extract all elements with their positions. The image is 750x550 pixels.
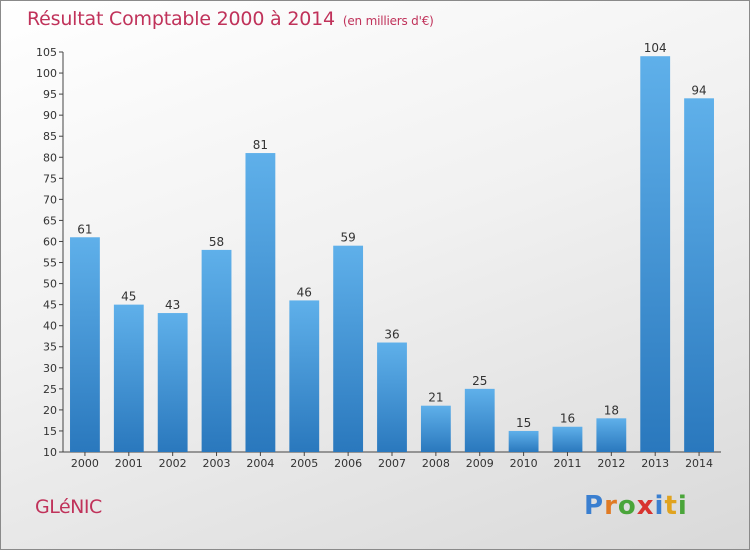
- bar: [552, 426, 583, 452]
- x-tick-label: 2002: [159, 457, 187, 470]
- x-tick-label: 2009: [466, 457, 494, 470]
- y-tick-label: 85: [43, 130, 57, 143]
- bar: [245, 153, 276, 453]
- chart-title-text: Résultat Comptable 2000 à 2014: [27, 8, 335, 30]
- bar-value-label: 18: [604, 403, 619, 417]
- logo-letter: t: [664, 491, 678, 521]
- y-tick-label: 50: [43, 278, 57, 291]
- y-tick-label: 25: [43, 383, 57, 396]
- x-tick-label: 2010: [510, 457, 538, 470]
- logo-letter: P: [584, 491, 605, 521]
- y-tick-label: 30: [43, 362, 57, 375]
- bar: [508, 430, 539, 452]
- x-tick-label: 2008: [422, 457, 450, 470]
- bar: [464, 388, 495, 452]
- bar: [157, 313, 188, 452]
- y-tick-label: 100: [36, 67, 57, 80]
- bar-value-label: 25: [472, 374, 487, 388]
- y-tick-label: 55: [43, 257, 57, 270]
- y-tick-label: 90: [43, 109, 57, 122]
- logo-letter: o: [617, 491, 637, 521]
- bar: [640, 56, 671, 453]
- y-tick-label: 95: [43, 88, 57, 101]
- chart-title: Résultat Comptable 2000 à 2014 (en millie…: [27, 8, 434, 30]
- logo-letter: i: [654, 491, 665, 521]
- place-name: GLéNIC: [35, 496, 102, 518]
- x-tick-label: 2011: [553, 457, 581, 470]
- bar: [113, 304, 144, 452]
- bar-value-label: 15: [516, 416, 531, 430]
- x-tick-label: 2003: [203, 457, 231, 470]
- bar-value-label: 104: [644, 41, 667, 55]
- bar-value-label: 16: [560, 412, 575, 426]
- y-tick-label: 40: [43, 320, 57, 333]
- bar-value-label: 46: [297, 285, 312, 299]
- bar: [289, 300, 320, 452]
- x-tick-label: 2014: [685, 457, 713, 470]
- y-tick-label: 10: [43, 446, 57, 459]
- bar: [684, 98, 714, 452]
- bar: [333, 245, 364, 452]
- y-tick-label: 35: [43, 341, 57, 354]
- bar-value-label: 59: [340, 231, 355, 245]
- y-tick-label: 45: [43, 299, 57, 312]
- x-tick-label: 2006: [334, 457, 362, 470]
- y-tick-label: 75: [43, 172, 57, 185]
- y-tick-label: 20: [43, 404, 57, 417]
- x-tick-label: 2000: [71, 457, 99, 470]
- x-tick-label: 2001: [115, 457, 143, 470]
- bar-value-label: 58: [209, 235, 224, 249]
- proxiti-logo[interactable]: Proxiti: [584, 491, 688, 521]
- bar-value-label: 81: [253, 138, 268, 152]
- bar: [70, 237, 100, 452]
- bar: [420, 405, 451, 452]
- x-tick-label: 2005: [290, 457, 318, 470]
- bar-value-label: 43: [165, 298, 180, 312]
- logo-letter: r: [604, 491, 618, 521]
- bar-value-label: 45: [121, 290, 136, 304]
- logo-letter: i: [677, 491, 688, 521]
- chart-subtitle: (en milliers d'€): [342, 14, 434, 28]
- y-tick-label: 70: [43, 193, 57, 206]
- bar: [377, 342, 407, 452]
- y-tick-label: 15: [43, 425, 57, 438]
- bar-value-label: 61: [77, 222, 92, 236]
- bar: [596, 418, 627, 452]
- bar: [201, 249, 232, 452]
- bar-value-label: 94: [691, 83, 706, 97]
- y-tick-label: 65: [43, 214, 57, 227]
- x-tick-label: 2012: [597, 457, 625, 470]
- x-tick-label: 2007: [378, 457, 406, 470]
- logo-letter: x: [636, 491, 655, 521]
- y-tick-label: 105: [36, 46, 57, 59]
- y-tick-label: 60: [43, 235, 57, 248]
- bar-value-label: 36: [384, 328, 399, 342]
- x-tick-label: 2004: [246, 457, 274, 470]
- bar-value-label: 21: [428, 391, 443, 405]
- y-tick-label: 80: [43, 151, 57, 164]
- x-tick-label: 2013: [641, 457, 669, 470]
